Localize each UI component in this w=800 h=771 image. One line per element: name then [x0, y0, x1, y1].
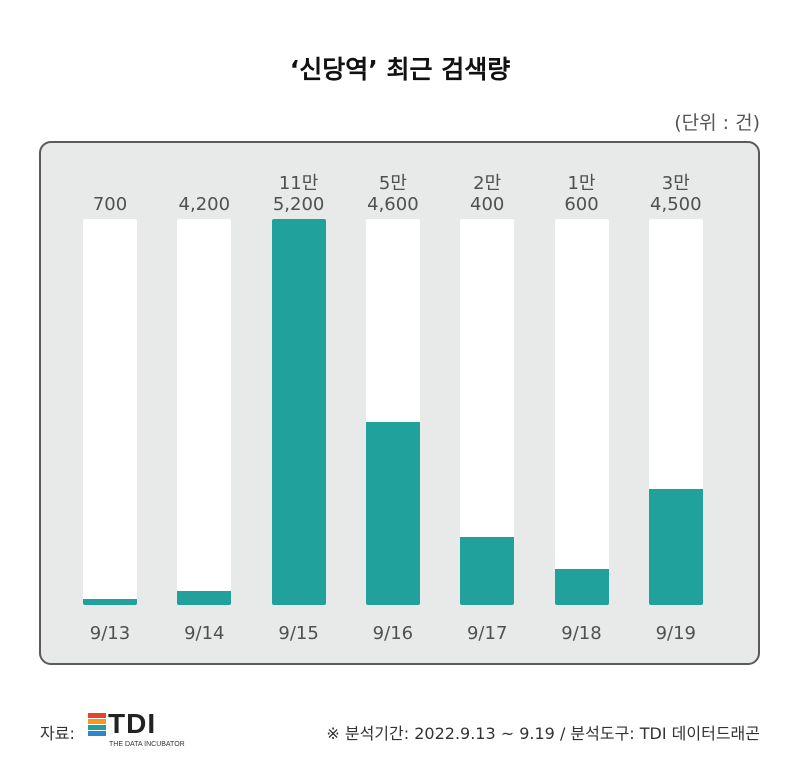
value-label-man: 2만 [473, 173, 502, 194]
bar-track [554, 219, 609, 605]
value-label-remainder: 400 [470, 194, 505, 215]
source-label: 자료: [40, 724, 75, 743]
analysis-note: ※ 분석기간: 2022.9.13 ~ 9.19 / 분석도구: TDI 데이터… [326, 724, 760, 743]
value-label-remainder: 4,200 [178, 194, 231, 215]
value-label-remainder: 4,500 [650, 194, 702, 215]
value-label: 700 [53, 173, 167, 215]
value-label: 1만 600 [525, 173, 639, 215]
logo-stripe [88, 719, 106, 724]
bar [83, 599, 137, 605]
value-label-remainder: 5,200 [272, 194, 325, 215]
value-label-remainder: 700 [92, 194, 128, 215]
bar-column-9-15: 11만 5,200 9/15 [271, 143, 326, 663]
value-label-man: 3만 [661, 173, 690, 194]
bar [271, 219, 326, 605]
logo-mark-icon [88, 713, 106, 737]
value-label: 3만 4,500 [619, 173, 733, 215]
logo-stripe [88, 713, 106, 718]
unit-label: (단위 : 건) [674, 112, 760, 134]
bar-track [365, 219, 420, 605]
bar-column-9-16: 5만 4,600 9/16 [365, 143, 420, 663]
bar [648, 489, 703, 605]
tdi-logo: TDI THE DATA INCUBATOR [88, 708, 188, 752]
bar [460, 536, 515, 605]
x-tick-label: 9/15 [278, 623, 319, 644]
value-label-man: 5만 [378, 173, 407, 194]
value-label-remainder: 600 [564, 194, 599, 215]
bar-column-9-17: 2만 400 9/17 [460, 143, 515, 663]
logo-stripe [88, 731, 106, 736]
x-tick-label: 9/19 [655, 623, 696, 644]
logo-text: TDI [108, 708, 157, 739]
bar-column-9-14: 4,200 9/14 [177, 143, 232, 663]
bar-column-9-18: 1만 600 9/18 [554, 143, 609, 663]
value-label-man: 11만 [278, 173, 319, 194]
bar-track [460, 219, 515, 605]
bar-column-9-19: 3만 4,500 9/19 [648, 143, 703, 663]
bar-track [271, 219, 326, 605]
value-label: 11만 5,200 [242, 173, 356, 215]
value-label-man: 1만 [567, 173, 596, 194]
bar [177, 590, 232, 605]
x-tick-label: 9/18 [561, 623, 602, 644]
x-tick-label: 9/16 [372, 623, 414, 644]
bar-column-9-13: 700 9/13 [83, 143, 137, 663]
chart-panel: 700 9/13 4,200 9/14 11만 5,200 9/15 5만 4,600 9/16 2… [39, 141, 760, 665]
value-label: 5만 4,600 [336, 173, 450, 215]
bar-track [83, 219, 137, 605]
bar [554, 569, 609, 605]
logo-subtitle: THE DATA INCUBATOR [109, 741, 185, 748]
logo-stripe [88, 725, 106, 730]
value-label: 4,200 [147, 173, 261, 215]
value-label: 2만 400 [430, 173, 544, 215]
value-label-remainder: 4,600 [367, 194, 419, 215]
chart-title: ‘신당역’ 최근 검색량 [289, 55, 511, 84]
bar [365, 422, 420, 605]
bar-track [177, 219, 232, 605]
x-tick-label: 9/14 [184, 623, 225, 644]
bar-track [648, 219, 703, 605]
x-tick-label: 9/13 [89, 623, 131, 644]
x-tick-label: 9/17 [466, 623, 508, 644]
